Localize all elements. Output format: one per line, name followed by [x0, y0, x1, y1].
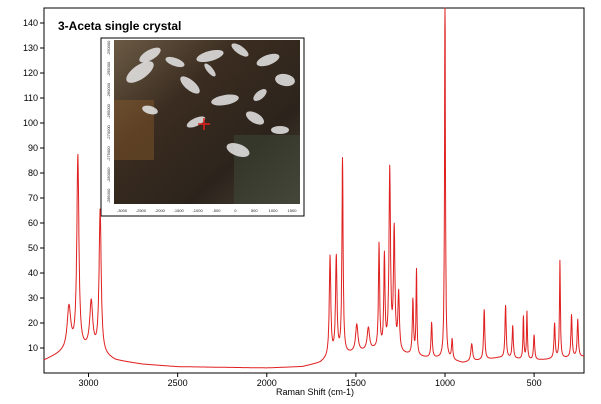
inset-x-tick-label: 1000: [269, 208, 279, 213]
x-tick-label: 2500: [168, 378, 188, 388]
y-tick-label: 100: [23, 118, 38, 128]
inset-y-tick-label: -280000: [106, 167, 111, 182]
inset-x-tick-label: -1500: [174, 208, 185, 213]
inset-y-tick-label: -285000: [106, 188, 111, 203]
inset-x-tick-label: -500: [212, 208, 221, 213]
crystal-flake: [186, 116, 206, 128]
x-tick-label: 500: [527, 378, 542, 388]
crystal-flake: [139, 47, 161, 63]
inset-x-tick-label: -3000: [117, 208, 128, 213]
crystal-flake: [142, 105, 158, 115]
x-tick-label: 1000: [435, 378, 455, 388]
inset-x-tick-label: 1500: [288, 208, 298, 213]
crystal-flake: [271, 126, 289, 134]
inset-x-tick-label: -2500: [136, 208, 147, 213]
inset-y-tick-label: -255000: [106, 61, 111, 76]
crystal-flake: [253, 89, 267, 101]
y-tick-label: 10: [28, 343, 38, 353]
crystal-flake: [275, 73, 295, 87]
crystal-flake: [245, 111, 265, 125]
crystal-flake: [226, 143, 250, 157]
y-tick-label: 70: [28, 193, 38, 203]
y-tick-label: 50: [28, 243, 38, 253]
x-tick-label: 1500: [346, 378, 366, 388]
image-region: [234, 135, 300, 204]
plot-frame: [43, 7, 585, 374]
crystal-flake: [180, 76, 200, 94]
y-tick-label: 140: [23, 18, 38, 28]
y-tick-label: 20: [28, 318, 38, 328]
inset-x-tick-label: -1000: [192, 208, 203, 213]
inset-y-tick-label: -265000: [106, 103, 111, 118]
inset-x-tick-label: 0: [234, 208, 237, 213]
y-tick-label: 120: [23, 68, 38, 78]
crystal-flake: [196, 49, 224, 63]
x-tick-label: 3000: [79, 378, 99, 388]
chart-title: 3-Aceta single crystal: [58, 19, 181, 33]
inset-y-tick-label: -275000: [106, 146, 111, 161]
inset-y-tick-label: -270000: [106, 124, 111, 139]
crystal-flake: [211, 94, 239, 106]
inset-y-tick-label: -260000: [106, 82, 111, 97]
crystal-flake: [165, 56, 185, 68]
crystal-flake: [231, 43, 249, 57]
spectrum-line: [43, 7, 585, 369]
y-tick-label: 60: [28, 218, 38, 228]
inset-y-tick-label: -250000: [106, 40, 111, 55]
y-tick-label: 130: [23, 43, 38, 53]
y-tick-label: 80: [28, 168, 38, 178]
crystal-flake: [126, 61, 154, 83]
x-axis-title: Raman Shift (cm-1): [276, 387, 354, 397]
microscope-image-inset: -3000 -2500 -2000 -1500 -1000 -500 0 500 1000 150…: [100, 37, 305, 217]
y-tick-label: 110: [24, 93, 38, 103]
y-tick-label: 30: [28, 293, 38, 303]
inset-x-tick-label: 500: [251, 208, 258, 213]
inset-x-tick-label: -2000: [155, 208, 166, 213]
axes: 10 20 30 40 50 60 70 80 90 100 110 120 130 140 3000 250…: [23, 7, 585, 388]
y-tick-label: 40: [28, 268, 38, 278]
y-tick-label: 90: [28, 143, 38, 153]
crystal-flake: [204, 63, 216, 77]
crystal-flake: [256, 53, 280, 67]
x-tick-label: 2000: [257, 378, 277, 388]
